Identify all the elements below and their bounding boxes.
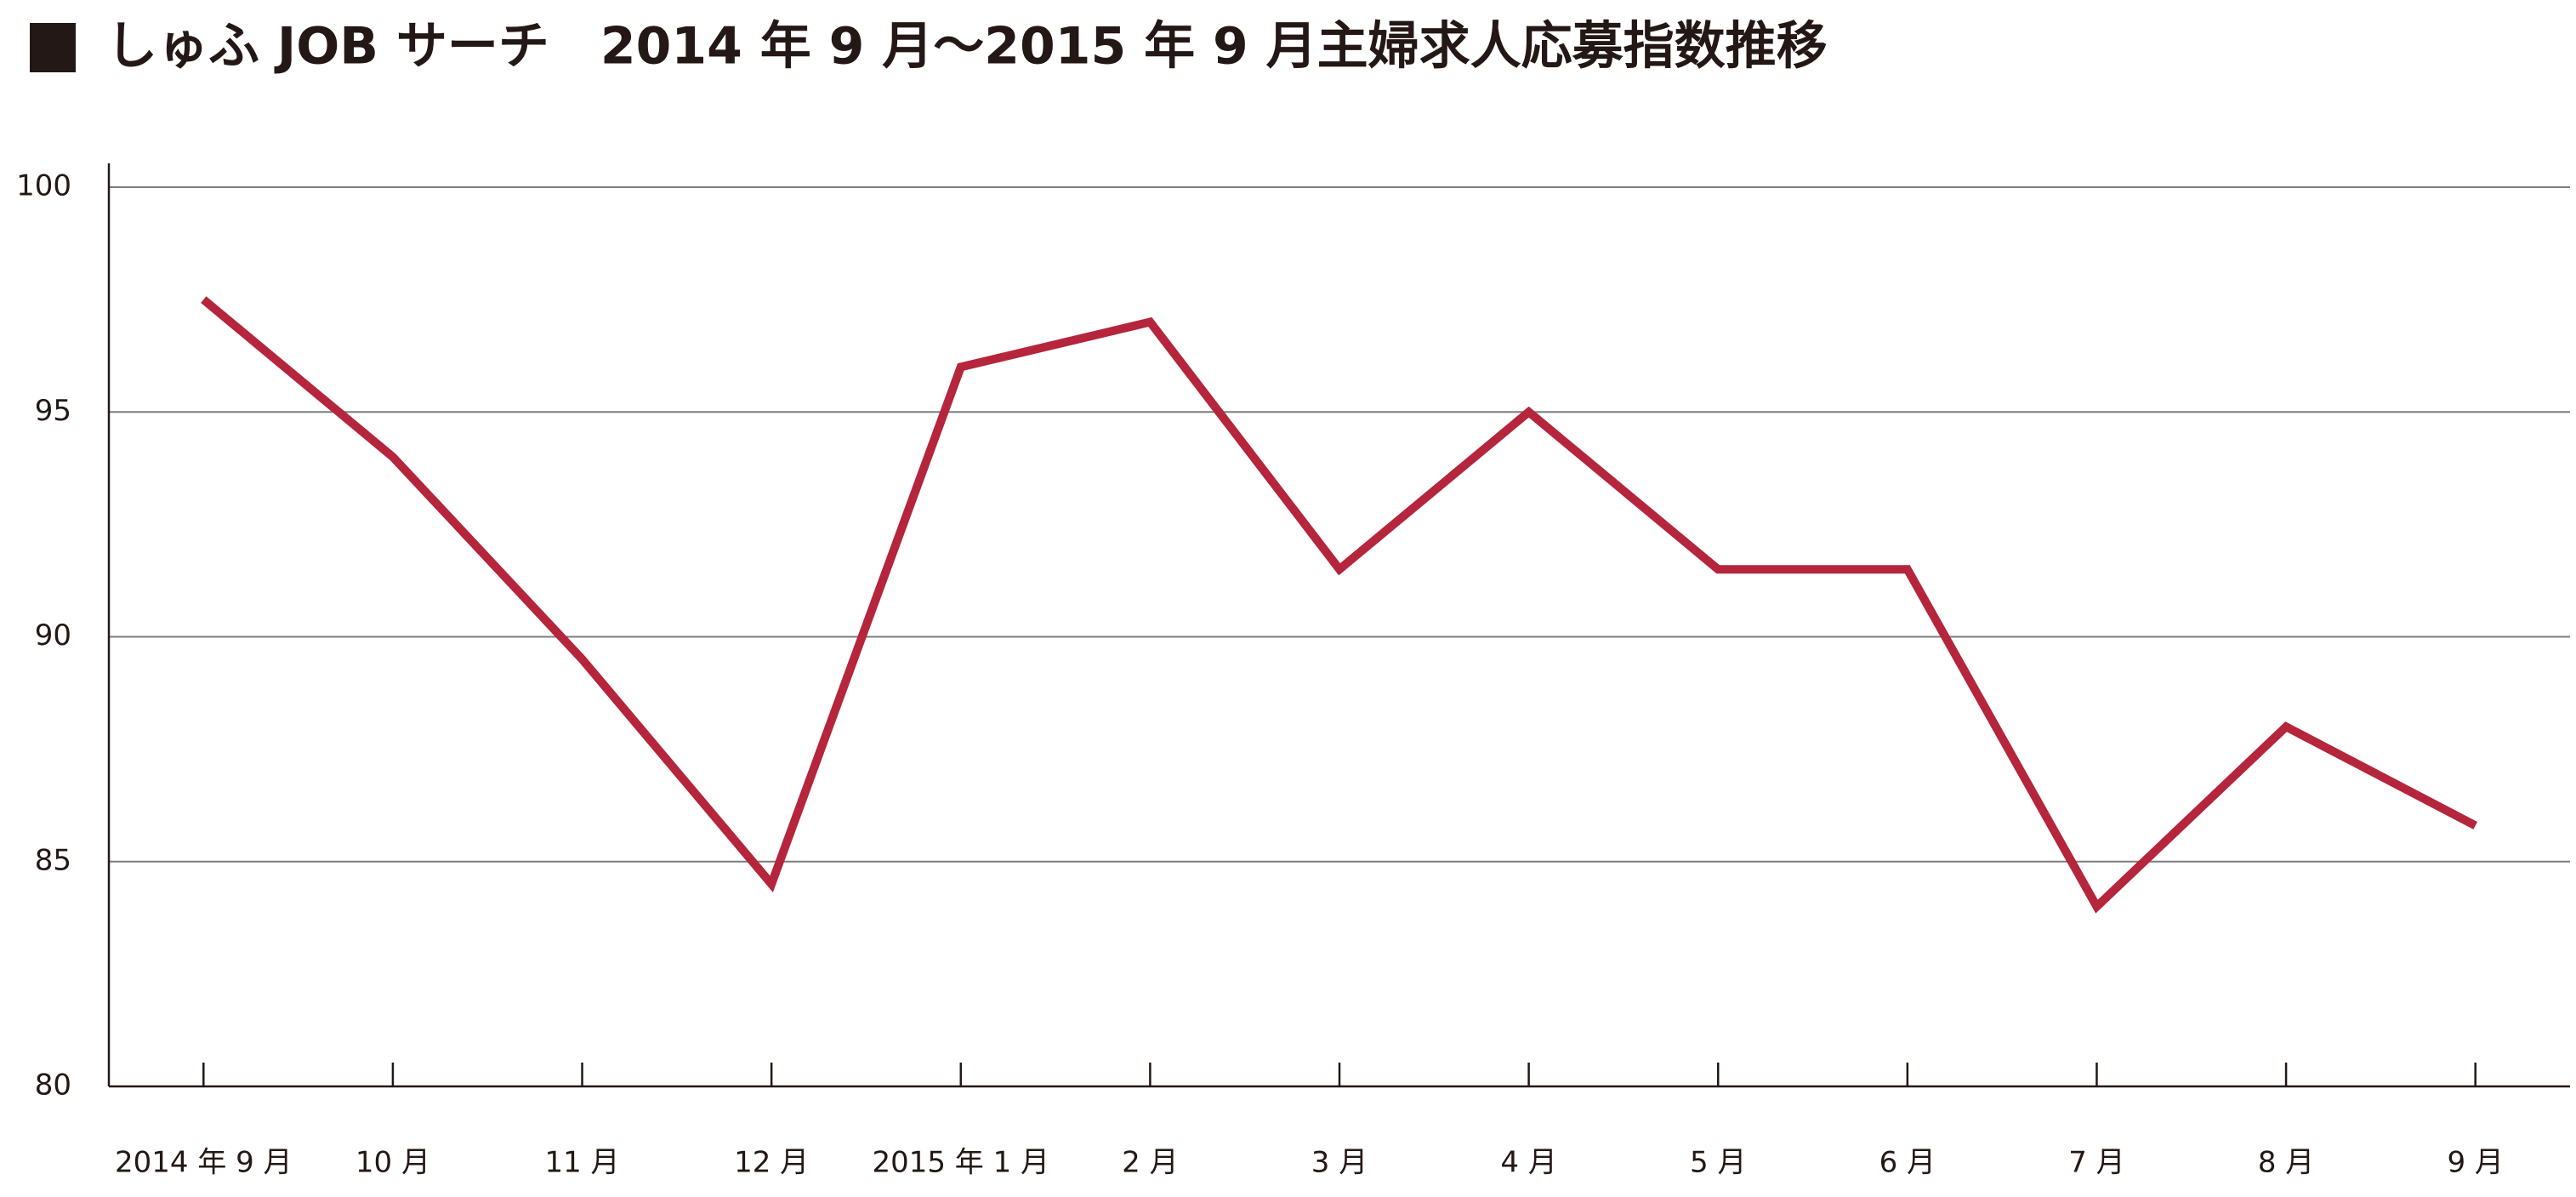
- x-tick-label: 4 月: [1500, 1146, 1556, 1180]
- x-tick-label: 2014 年 9 月: [115, 1146, 293, 1180]
- y-tick-label: 85: [35, 843, 71, 877]
- y-tick-label: 95: [35, 394, 71, 428]
- x-tick-label: 3 月: [1311, 1146, 1368, 1180]
- y-tick-label: 80: [35, 1069, 71, 1103]
- x-tick-label: 9 月: [2447, 1146, 2503, 1180]
- x-tick-label: 7 月: [2068, 1146, 2124, 1180]
- x-tick-label: 2 月: [1122, 1146, 1178, 1180]
- x-tick-label: 6 月: [1879, 1146, 1936, 1180]
- x-tick-label: 5 月: [1690, 1146, 1746, 1180]
- y-tick-label: 100: [16, 169, 71, 203]
- x-tick-label: 8 月: [2258, 1146, 2314, 1180]
- x-tick-label: 11 月: [544, 1146, 619, 1180]
- chart-title: しゅふ JOB サーチ 2014 年 9 月〜2015 年 9 月主婦求人応募指…: [106, 17, 1828, 77]
- x-tick-label: 2015 年 1 月: [872, 1146, 1049, 1180]
- y-tick-label: 90: [35, 618, 71, 653]
- x-tick-label: 12 月: [734, 1146, 809, 1180]
- x-tick-label: 10 月: [355, 1146, 430, 1180]
- data-line: [201, 296, 2478, 914]
- title-marker: [30, 23, 76, 72]
